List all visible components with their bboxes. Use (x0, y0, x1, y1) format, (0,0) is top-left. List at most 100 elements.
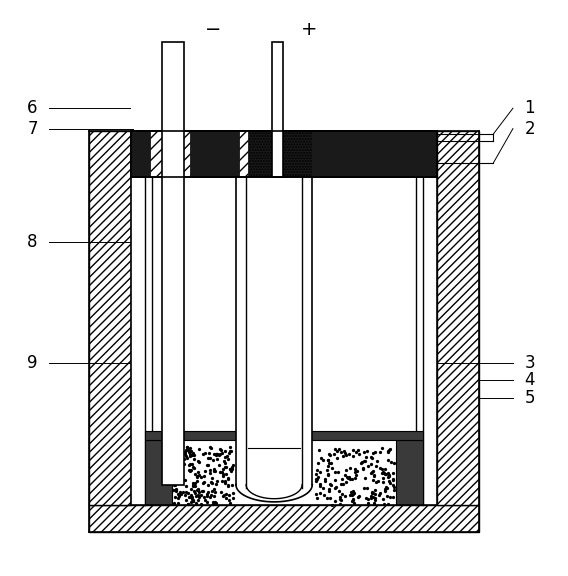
Point (223, 455, 232, 464)
Point (216, 467, 225, 476)
Point (172, 465, 181, 474)
Point (216, 487, 225, 497)
Bar (396, 440, 423, 505)
Point (325, 458, 334, 468)
Point (190, 464, 199, 473)
Point (218, 470, 227, 479)
Point (179, 454, 188, 464)
Text: 5: 5 (525, 389, 535, 407)
Point (194, 471, 203, 480)
Point (228, 480, 237, 489)
Point (228, 463, 237, 472)
Point (189, 486, 198, 495)
Point (176, 487, 185, 497)
Bar (272, 131, 276, 177)
Point (187, 446, 196, 456)
Point (211, 499, 220, 508)
Point (178, 471, 187, 480)
Point (186, 465, 195, 475)
Point (324, 456, 333, 465)
Point (315, 468, 324, 477)
Point (189, 497, 198, 506)
Point (312, 475, 321, 484)
Point (219, 491, 228, 500)
Point (311, 489, 320, 498)
Point (190, 482, 199, 491)
Bar (89, 505, 479, 532)
Point (324, 461, 333, 471)
Point (320, 476, 329, 486)
Point (323, 469, 332, 479)
Point (385, 476, 394, 485)
Point (190, 469, 199, 479)
Point (221, 458, 230, 467)
Point (313, 493, 322, 502)
Point (337, 474, 346, 483)
Point (206, 442, 215, 451)
Point (204, 448, 213, 457)
Point (323, 470, 332, 479)
Point (324, 484, 333, 494)
Point (193, 467, 202, 476)
Point (199, 492, 208, 502)
Point (201, 495, 210, 505)
Point (354, 446, 363, 455)
Point (376, 488, 385, 498)
Point (389, 480, 398, 489)
Point (179, 459, 188, 468)
Point (377, 444, 386, 453)
Point (216, 445, 225, 454)
Point (219, 456, 228, 465)
Point (183, 488, 193, 498)
Point (367, 453, 377, 463)
Point (383, 472, 392, 482)
Point (215, 461, 224, 470)
Point (353, 492, 362, 502)
Point (389, 492, 398, 502)
Point (197, 490, 206, 499)
Point (379, 494, 388, 503)
Bar (246, 177, 302, 499)
Point (201, 449, 210, 458)
Point (380, 486, 389, 495)
Point (347, 475, 356, 484)
Point (336, 499, 345, 509)
Text: 4: 4 (525, 371, 535, 389)
Point (326, 458, 335, 467)
Point (210, 465, 219, 474)
Point (214, 450, 223, 460)
Point (358, 458, 367, 467)
Point (181, 447, 190, 456)
Point (366, 469, 375, 478)
Point (208, 499, 218, 508)
Point (389, 468, 398, 478)
Point (348, 490, 357, 499)
Point (327, 480, 336, 489)
Point (383, 491, 392, 501)
Point (173, 498, 182, 507)
Point (198, 487, 207, 496)
Bar (437, 131, 479, 505)
Point (353, 467, 362, 476)
Point (184, 465, 193, 475)
Point (323, 465, 332, 475)
Point (341, 477, 350, 486)
Point (348, 497, 357, 506)
Point (211, 450, 220, 459)
Point (325, 479, 334, 488)
Point (194, 457, 203, 467)
Point (225, 442, 234, 452)
Point (189, 480, 198, 490)
Point (371, 495, 380, 505)
Point (178, 442, 187, 452)
Point (181, 476, 190, 485)
Point (169, 478, 178, 487)
Point (224, 482, 233, 491)
Text: 7: 7 (27, 120, 37, 138)
Point (369, 476, 378, 485)
Point (206, 466, 215, 475)
Bar (272, 42, 283, 177)
Point (225, 496, 234, 505)
Point (203, 454, 212, 463)
Point (225, 446, 235, 455)
